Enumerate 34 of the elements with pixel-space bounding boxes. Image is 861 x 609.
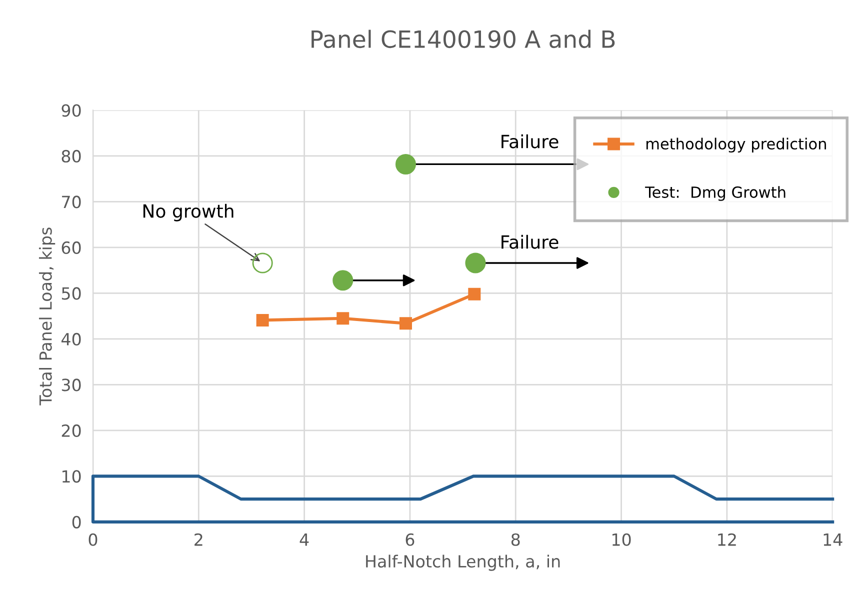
point [256,314,269,326]
x-tick-label: 10 [612,533,631,546]
x-tick-label: 8 [511,533,520,546]
point [252,252,273,274]
chart-title: Panel CE1400190 A and B [312,30,615,48]
point [332,270,354,291]
y-tick-label: 0 [72,516,81,528]
x-tick-label: 0 [88,533,98,546]
annotation: Failure [502,134,558,148]
y-tick-label: 90 [62,104,81,117]
x-tick-label: 4 [300,534,309,546]
y-tick-label: 40 [61,332,81,346]
point [399,317,412,330]
y-tick-label: 30 [62,378,81,392]
point [465,252,486,274]
y-axis-title: Total Panel Load, kips [38,228,56,406]
point [336,312,350,325]
y-tick-label: 10 [62,470,81,483]
point [395,154,416,174]
legend-label: Test: Dmg Growth [645,186,786,201]
x-tick-label: 14 [824,534,842,546]
x-tick-label: 6 [406,533,414,546]
point [468,288,481,300]
y-tick-label: 60 [62,241,81,254]
y-tick-label: 20 [62,424,81,437]
x-tick-label: 12 [718,533,736,546]
annotation: Failure [502,234,558,249]
y-tick-label: 50 [62,287,81,300]
x-axis-title: Half-Notch Length, a, in [366,554,560,571]
y-tick-label: 80 [62,150,81,163]
x-tick-label: 2 [194,533,202,546]
legend-label: methodology prediction [646,138,826,153]
y-tick-label: 70 [62,196,81,208]
annotation: No growth [143,204,234,222]
